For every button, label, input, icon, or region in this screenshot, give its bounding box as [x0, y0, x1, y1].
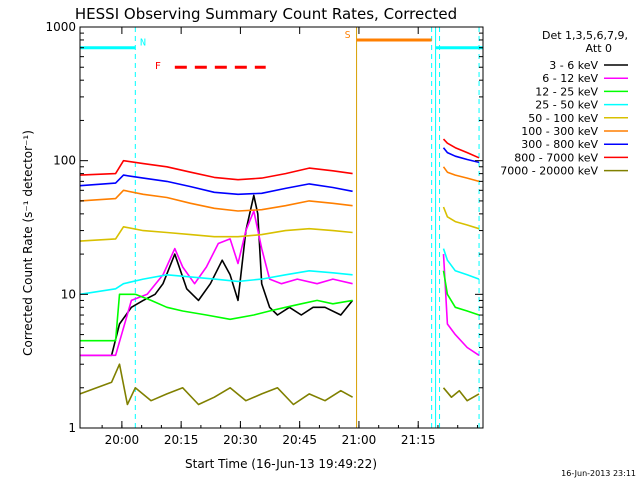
- legend-header-line-2: Att 0: [586, 42, 612, 55]
- series-line-9-segment-1: [79, 363, 353, 406]
- x-tick-label: 20:30: [223, 433, 258, 447]
- legend-label-6: 100 - 300 keV: [521, 125, 598, 138]
- plot-frame: [79, 26, 484, 429]
- series-line-7-segment-1: [79, 174, 353, 196]
- annotation-label-SAA: S: [345, 30, 351, 41]
- series-line-7-segment-2: [442, 147, 480, 164]
- legend-label-8: 800 - 7000 keV: [514, 151, 598, 164]
- x-axis-label: Start Time (16-Jun-13 19:49:22): [185, 457, 377, 471]
- y-axis-ticks: 1 10 100 1000: [45, 20, 483, 435]
- y-tick-label: 10: [61, 287, 76, 301]
- x-axis-ticks: 20:00 20:15 20:30 20:45 21:00 21:15: [101, 27, 478, 447]
- legend-label-1: 3 - 6 keV: [549, 59, 598, 72]
- legend-label-4: 25 - 50 keV: [535, 99, 598, 112]
- x-tick-label: 20:00: [105, 433, 140, 447]
- y-tick-label: 100: [53, 154, 76, 168]
- legend-label-5: 50 - 100 keV: [528, 112, 598, 125]
- legend-label-9: 7000 - 20000 keV: [500, 165, 598, 178]
- series-line-8-segment-1: [79, 159, 353, 181]
- chart-title: HESSI Observing Summary Count Rates, Cor…: [75, 5, 457, 23]
- x-tick-label: 21:00: [342, 433, 377, 447]
- series-line-9-segment-2: [442, 387, 480, 402]
- legend-label-3: 12 - 25 keV: [535, 85, 598, 98]
- x-tick-label: 20:45: [282, 433, 317, 447]
- legend-label-2: 6 - 12 keV: [542, 72, 598, 85]
- x-tick-label: 20:15: [164, 433, 199, 447]
- series-line-1-segment-1: [80, 194, 354, 357]
- series-line-2-segment-1: [80, 210, 353, 357]
- x-tick-label: 21:15: [401, 433, 436, 447]
- annotation-label-night: N: [140, 38, 146, 49]
- series-line-3-segment-1: [80, 293, 353, 342]
- series-line-5-segment-2: [442, 206, 480, 230]
- series-line-2-segment-2: [442, 254, 480, 356]
- y-tick-label: 1: [68, 421, 76, 435]
- footer-timestamp: 16-Jun-2013 23:11: [561, 469, 636, 478]
- series-line-5-segment-1: [79, 226, 353, 242]
- plot-area: N S F: [79, 27, 483, 428]
- legend-label-7: 300 - 800 keV: [521, 138, 598, 151]
- y-axis-label: Corrected Count Rate (s⁻¹ detector⁻¹): [21, 130, 35, 356]
- series-line-4-segment-2: [442, 248, 480, 280]
- annotation-label-flare: F: [155, 61, 161, 72]
- series-line-4-segment-1: [79, 269, 353, 296]
- legend-header-line-1: Det 1,3,5,6,7,9,: [542, 29, 628, 42]
- series-line-8-segment-2: [442, 138, 480, 159]
- series-line-6-segment-1: [79, 189, 353, 212]
- series-line-6-segment-2: [442, 166, 480, 183]
- series-line-3-segment-2: [442, 270, 480, 316]
- y-tick-label: 1000: [45, 20, 76, 34]
